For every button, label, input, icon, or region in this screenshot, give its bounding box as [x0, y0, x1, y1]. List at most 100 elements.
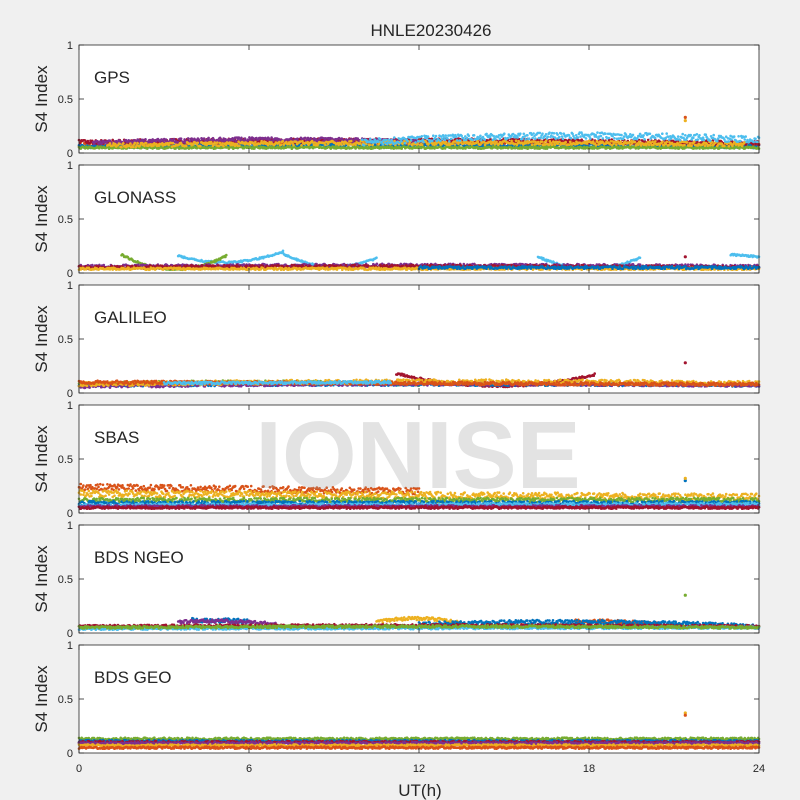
data-point — [503, 132, 506, 135]
data-point — [199, 144, 202, 148]
data-point — [449, 137, 453, 141]
data-point — [516, 136, 519, 139]
data-point — [414, 141, 417, 144]
data-point — [403, 141, 407, 145]
data-point — [202, 137, 206, 140]
data-point — [737, 135, 740, 138]
data-point — [544, 139, 548, 143]
data-point — [390, 138, 393, 142]
data-point — [296, 137, 299, 140]
data-point — [519, 132, 522, 135]
data-point — [243, 137, 247, 140]
data-point — [254, 140, 257, 144]
data-point — [122, 142, 125, 145]
data-point — [554, 137, 558, 140]
data-point — [613, 137, 616, 140]
data-point — [483, 138, 487, 141]
data-point — [689, 133, 692, 137]
data-point — [387, 138, 391, 142]
data-point — [560, 135, 564, 138]
data-point — [546, 135, 550, 138]
data-point — [620, 133, 623, 137]
data-point — [548, 131, 551, 134]
data-point — [538, 131, 542, 135]
data-point — [129, 142, 132, 145]
data-point — [531, 136, 534, 140]
data-point — [534, 137, 537, 140]
data-point — [703, 144, 707, 147]
data-point — [96, 140, 99, 143]
data-point — [289, 137, 293, 140]
data-point — [377, 140, 380, 143]
data-point — [653, 136, 657, 140]
data-point — [131, 145, 135, 149]
data-point — [171, 141, 175, 145]
data-point — [752, 140, 755, 144]
data-point — [754, 137, 757, 141]
data-point — [471, 138, 474, 142]
data-point — [527, 137, 531, 140]
data-point — [540, 140, 544, 143]
data-point — [304, 136, 307, 140]
data-point — [538, 142, 542, 146]
data-point — [385, 138, 388, 142]
data-point — [456, 139, 459, 142]
data-point — [739, 139, 742, 143]
data-point — [444, 134, 448, 137]
data-point — [642, 134, 645, 137]
data-point — [601, 137, 605, 140]
data-point — [216, 141, 219, 144]
y-tick-label: 0 — [67, 148, 73, 160]
y-axis-label: S4 Index — [32, 65, 51, 133]
data-point — [500, 142, 504, 146]
y-tick-label: 1 — [67, 40, 73, 52]
y-tick-label: 0.5 — [58, 94, 73, 106]
data-point — [354, 143, 357, 147]
data-point — [589, 137, 592, 140]
data-point — [426, 135, 430, 138]
data-point — [696, 138, 700, 141]
data-point — [186, 137, 190, 140]
data-point — [621, 137, 625, 141]
data-point — [596, 131, 599, 134]
data-point — [622, 135, 626, 138]
data-point — [288, 143, 292, 146]
data-point — [393, 136, 396, 139]
data-point — [576, 136, 580, 139]
data-point — [569, 136, 573, 140]
data-point — [400, 140, 403, 143]
data-point — [552, 132, 556, 135]
data-point — [541, 132, 544, 135]
data-point — [92, 142, 96, 146]
data-point — [559, 132, 563, 135]
scatter-marks — [77, 115, 761, 150]
data-point — [342, 143, 346, 146]
data-point — [743, 138, 747, 141]
data-point — [584, 137, 588, 140]
data-point — [594, 143, 598, 147]
data-point — [488, 135, 492, 139]
data-point — [362, 143, 366, 147]
data-point — [665, 132, 668, 135]
data-point — [144, 138, 147, 141]
data-point — [661, 140, 664, 144]
data-point — [472, 134, 476, 137]
data-point — [179, 137, 183, 140]
data-point — [681, 132, 684, 136]
data-point — [526, 134, 529, 137]
data-point — [684, 134, 687, 137]
data-point — [375, 256, 378, 260]
data-point — [544, 133, 548, 136]
data-point — [712, 133, 715, 137]
data-point — [409, 139, 413, 142]
data-point — [702, 138, 706, 142]
data-point — [136, 141, 139, 145]
data-point — [281, 140, 285, 143]
data-point — [378, 137, 382, 141]
data-point — [530, 143, 534, 147]
data-point — [196, 141, 200, 145]
data-point — [564, 140, 567, 144]
data-point — [604, 132, 607, 135]
